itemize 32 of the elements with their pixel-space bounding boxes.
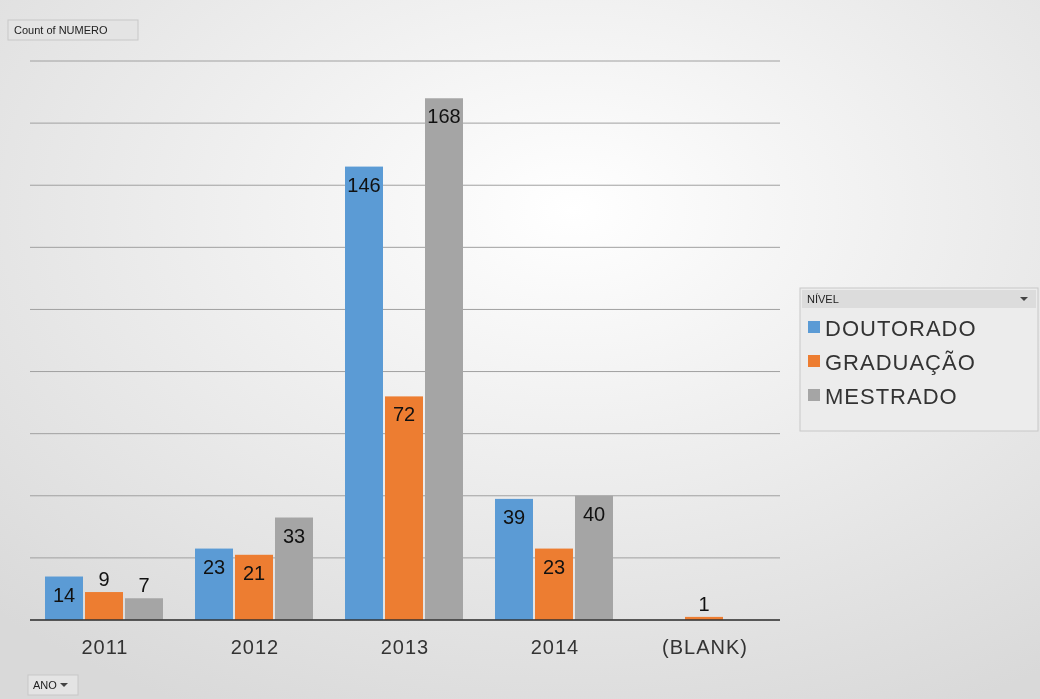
legend-label: DOUTORADO bbox=[825, 316, 977, 341]
data-label: 40 bbox=[582, 502, 606, 525]
data-label: 7 bbox=[138, 574, 150, 597]
data-label: 1 bbox=[698, 592, 710, 615]
legend-label: GRADUAÇÃO bbox=[825, 350, 976, 375]
data-label: 23 bbox=[202, 555, 226, 578]
data-label: 33 bbox=[282, 524, 306, 547]
bar bbox=[195, 548, 233, 620]
data-label: 39 bbox=[502, 505, 526, 528]
bar bbox=[535, 548, 573, 620]
data-label: 72 bbox=[392, 403, 416, 426]
y-axis-title: Count of NUMERO bbox=[14, 24, 108, 36]
data-label: 9 bbox=[98, 568, 110, 591]
x-tick-label: (BLANK) bbox=[662, 636, 748, 658]
bar bbox=[235, 554, 273, 620]
data-label: 14 bbox=[52, 583, 76, 606]
data-label: 23 bbox=[542, 555, 566, 578]
legend-label: MESTRADO bbox=[825, 384, 958, 409]
bar bbox=[345, 166, 383, 620]
legend-title: NÍVEL bbox=[807, 293, 839, 305]
bar bbox=[495, 498, 533, 620]
x-axis-title: ANO bbox=[33, 679, 58, 691]
data-label: 21 bbox=[242, 561, 266, 584]
bar bbox=[385, 396, 423, 620]
data-label: 168 bbox=[427, 105, 461, 128]
data-label: 146 bbox=[347, 173, 381, 196]
bar bbox=[125, 598, 163, 620]
x-tick-label: 2013 bbox=[380, 636, 430, 658]
x-tick-label: 2014 bbox=[530, 636, 580, 658]
x-tick-label: 2012 bbox=[230, 636, 280, 658]
x-tick-label: 2011 bbox=[81, 636, 129, 658]
bar bbox=[85, 592, 123, 620]
